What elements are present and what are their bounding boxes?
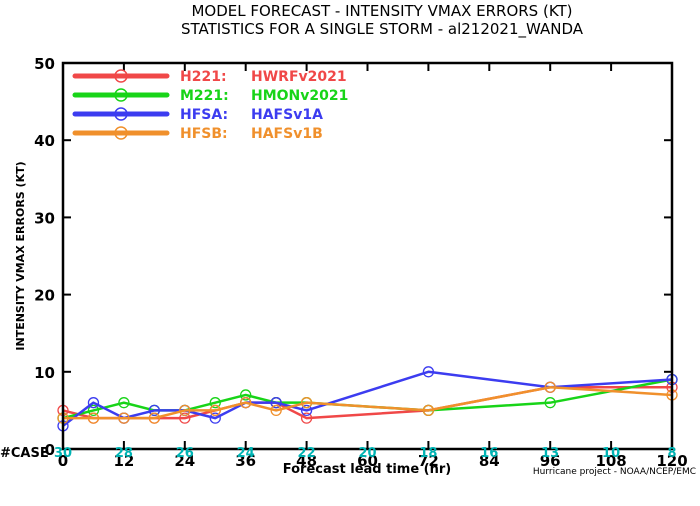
case-count: 10 (602, 446, 620, 461)
legend-code: HFSB: (180, 126, 228, 142)
chart-subtitle: STATISTICS FOR A SINGLE STORM - al212021… (181, 20, 584, 39)
case-count: 22 (298, 446, 316, 461)
y-tick-label: 30 (34, 209, 55, 227)
data-point (179, 404, 191, 417)
x-tick-label: 12 (113, 452, 134, 470)
y-tick-label: 40 (34, 132, 55, 150)
x-tick-label: 0 (58, 452, 68, 470)
x-axis-label: Forecast lead time (hr) (283, 462, 451, 477)
data-point (270, 404, 282, 417)
case-label: #CASE (0, 446, 49, 461)
series-hfsb (57, 381, 678, 424)
data-point (300, 397, 313, 409)
legend: H221: HWRFv2021 M221: HMONv2021 HFSA: HAFSv1A… (72, 69, 348, 142)
case-count: 8 (667, 446, 676, 461)
series-m221 (57, 373, 678, 424)
legend-model: HAFSv1A (251, 107, 323, 123)
legend-code: HFSA: (180, 107, 228, 123)
x-tick-label: 24 (174, 452, 195, 470)
x-tick-label: 96 (540, 452, 561, 470)
x-tick-label: 84 (479, 452, 500, 470)
data-point (87, 412, 100, 424)
x-tick-label: 36 (235, 452, 256, 470)
series-line (62, 370, 673, 427)
data-point (270, 397, 282, 409)
x-tick-label: 60 (357, 452, 378, 470)
data-point (209, 404, 221, 417)
case-count: 16 (480, 446, 498, 461)
legend-entry: M221: HMONv2021 (72, 88, 348, 104)
y-tick-label: 20 (34, 287, 55, 305)
data-point (240, 389, 252, 401)
legend-model: HWRFv2021 (251, 69, 347, 85)
legend-entry: HFSB: HAFSv1B (72, 126, 323, 142)
data-point (544, 397, 556, 409)
y-axis-label: INTENSITY VMAX ERRORS (KT) (14, 161, 27, 350)
data-point (209, 397, 221, 409)
x-tick-label: 72 (418, 452, 439, 470)
data-point (87, 404, 100, 417)
data-point (118, 397, 130, 409)
y-tick-label: 50 (34, 55, 55, 73)
x-tick-label: 108 (595, 452, 626, 470)
data-point (240, 397, 252, 409)
x-tick-label: 120 (656, 452, 687, 470)
x-tick-label: 48 (296, 452, 317, 470)
case-count: 28 (115, 446, 133, 461)
case-count: 30 (54, 446, 72, 461)
data-point (544, 381, 556, 393)
data-point (422, 366, 435, 378)
case-count: 26 (176, 446, 194, 461)
data-point (87, 397, 100, 409)
data-point (148, 412, 161, 424)
data-point (422, 404, 435, 417)
y-tick-label: 0 (45, 441, 55, 459)
case-count: 24 (237, 446, 255, 461)
legend-entry: HFSA: HAFSv1A (72, 107, 323, 123)
credit-text: Hurricane project - NOAA/NCEP/EMC (533, 467, 696, 477)
chart-title: MODEL FORECAST - INTENSITY VMAX ERRORS (… (191, 2, 572, 20)
data-point (300, 412, 313, 424)
data-point (118, 412, 130, 424)
data-point (209, 412, 221, 424)
y-tick-label: 10 (34, 364, 55, 382)
legend-model: HMONv2021 (251, 88, 348, 104)
legend-swatch-marker (114, 107, 128, 121)
legend-entry: H221: HWRFv2021 (72, 69, 347, 85)
legend-swatch-marker (114, 69, 128, 83)
case-count: 13 (541, 446, 559, 461)
case-count: 18 (419, 446, 437, 461)
case-count: 20 (358, 446, 376, 461)
legend-swatch-marker (114, 126, 128, 140)
legend-swatch-marker (114, 88, 128, 102)
data-point (300, 404, 313, 417)
legend-code: H221: (180, 69, 227, 85)
series-layer (57, 366, 678, 432)
legend-code: M221: (180, 88, 229, 104)
data-point (179, 412, 191, 424)
legend-model: HAFSv1B (251, 126, 323, 142)
data-point (148, 404, 161, 417)
